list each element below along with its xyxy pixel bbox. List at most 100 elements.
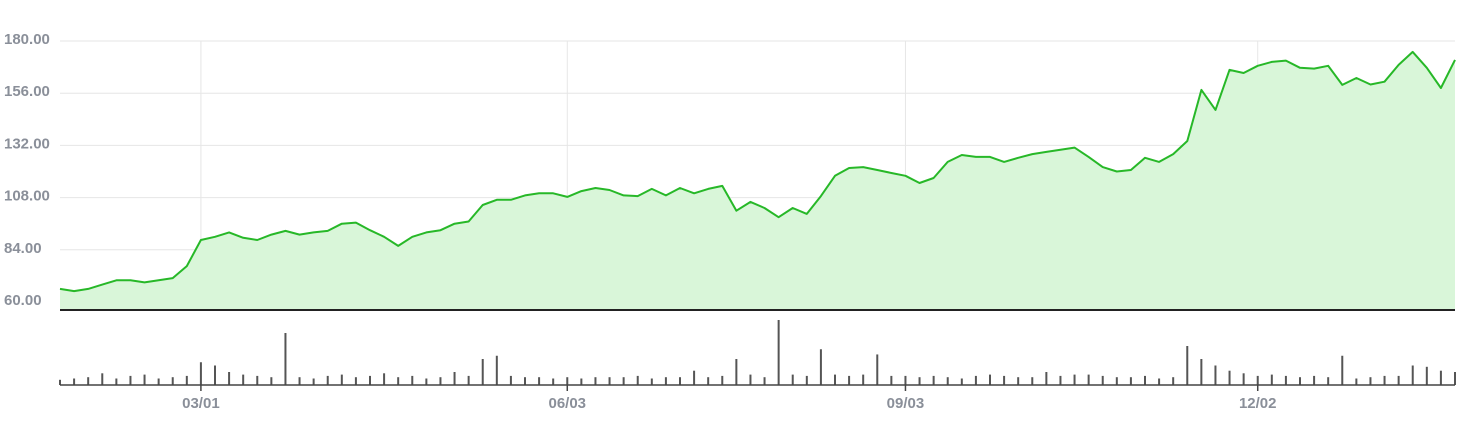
volume-bar bbox=[1299, 377, 1301, 385]
volume-bar bbox=[552, 378, 555, 385]
volume-bar bbox=[101, 373, 104, 385]
volume-bar bbox=[960, 378, 963, 385]
y-tick-label: 108.00 bbox=[4, 188, 50, 205]
volume-bar bbox=[157, 378, 160, 385]
volume-bar bbox=[580, 378, 583, 385]
volume-bar bbox=[284, 333, 287, 385]
volume-bar bbox=[1101, 375, 1104, 385]
y-tick-label: 156.00 bbox=[4, 83, 50, 100]
volume-bar bbox=[1228, 370, 1231, 385]
volume-bar bbox=[397, 377, 400, 385]
y-tick-label: 180.00 bbox=[4, 31, 50, 48]
volume-bar bbox=[1186, 346, 1189, 385]
volume-bar bbox=[115, 378, 118, 385]
price-line bbox=[59, 50, 1456, 293]
volume-bar bbox=[129, 375, 132, 385]
volume-bar bbox=[679, 377, 681, 385]
volume-bar bbox=[1369, 377, 1372, 385]
volume-bar bbox=[1439, 370, 1442, 385]
volume-bar bbox=[538, 377, 541, 385]
volume-bar bbox=[1003, 375, 1006, 385]
volume-bar bbox=[369, 375, 371, 385]
volume-bar bbox=[1144, 375, 1146, 385]
volume-bar bbox=[1129, 377, 1132, 385]
volume-bar bbox=[1383, 375, 1386, 385]
volume-bar bbox=[214, 365, 216, 385]
volume-bar bbox=[749, 374, 752, 385]
volume-bar bbox=[1059, 375, 1062, 385]
volume-bar bbox=[1200, 359, 1203, 385]
volume-bar bbox=[693, 370, 696, 385]
volume-bar bbox=[848, 375, 851, 385]
volume-bar bbox=[1158, 378, 1161, 385]
volume-bar bbox=[805, 375, 808, 385]
volume-bar bbox=[425, 378, 428, 385]
volume-bar bbox=[819, 349, 822, 385]
volume-bar bbox=[1256, 375, 1259, 385]
volume-bar bbox=[1045, 372, 1048, 385]
volume-bar bbox=[791, 374, 794, 385]
volume-bar bbox=[1397, 375, 1400, 385]
volume-bar bbox=[608, 377, 611, 385]
volume-bar bbox=[1327, 377, 1330, 385]
volume-bar bbox=[185, 375, 188, 385]
x-tick-label: 12/02 bbox=[1239, 395, 1277, 412]
volume-bar bbox=[143, 374, 146, 385]
volume-bar bbox=[298, 377, 301, 385]
volume-bar bbox=[1031, 377, 1034, 385]
volume-bar bbox=[340, 374, 343, 385]
volume-bar bbox=[735, 359, 738, 385]
price-area bbox=[60, 51, 1455, 311]
volume-bar bbox=[453, 372, 456, 385]
volume-bar bbox=[1355, 378, 1358, 385]
volume-bar bbox=[777, 320, 780, 385]
volume-bar bbox=[636, 375, 639, 385]
volume-bar bbox=[270, 377, 273, 385]
volume-bar bbox=[411, 375, 414, 385]
volume-bar bbox=[228, 372, 231, 385]
volume-bar bbox=[1313, 375, 1316, 385]
volume-bar bbox=[1115, 377, 1118, 385]
volume-bar bbox=[1073, 374, 1076, 385]
volume-bar bbox=[918, 377, 921, 385]
volume-bar bbox=[876, 354, 879, 385]
volume-bar bbox=[650, 378, 653, 385]
volume-bar bbox=[509, 375, 512, 385]
volume-bar bbox=[1270, 374, 1273, 385]
volume-bar bbox=[1341, 355, 1344, 385]
volume-bar bbox=[974, 375, 977, 385]
volume-bar bbox=[1214, 365, 1217, 385]
volume-bar bbox=[467, 375, 470, 385]
volume-bar bbox=[312, 378, 315, 385]
volume-bar bbox=[989, 374, 991, 385]
volume-bar bbox=[481, 359, 484, 385]
volume-bar bbox=[664, 377, 667, 385]
volume-bar bbox=[1172, 377, 1175, 385]
volume-bar bbox=[763, 377, 766, 385]
volume-bar bbox=[1087, 374, 1090, 385]
y-tick-label: 60.00 bbox=[4, 292, 42, 309]
volume-bar bbox=[524, 377, 526, 385]
volume-bar bbox=[946, 377, 949, 385]
volume-bar bbox=[862, 374, 865, 385]
x-tick-label: 09/03 bbox=[887, 395, 925, 412]
volume-bar bbox=[439, 377, 442, 385]
volume-bar bbox=[932, 375, 935, 385]
volume-bar bbox=[256, 375, 259, 385]
y-tick-label: 132.00 bbox=[4, 135, 50, 152]
volume-bar bbox=[171, 377, 174, 385]
x-tick-label: 06/03 bbox=[548, 395, 586, 412]
volume-bar bbox=[707, 377, 710, 385]
volume-bar bbox=[59, 379, 61, 385]
x-tick-label: 03/01 bbox=[182, 395, 220, 412]
volume-bar bbox=[73, 378, 76, 385]
volume-bar bbox=[326, 375, 329, 385]
volume-bar bbox=[1284, 375, 1287, 385]
volume-bar bbox=[1425, 366, 1428, 385]
volume-bar bbox=[566, 377, 569, 385]
volume-bar bbox=[199, 362, 202, 385]
volume-bar bbox=[721, 375, 724, 385]
volume-bar bbox=[834, 374, 836, 385]
